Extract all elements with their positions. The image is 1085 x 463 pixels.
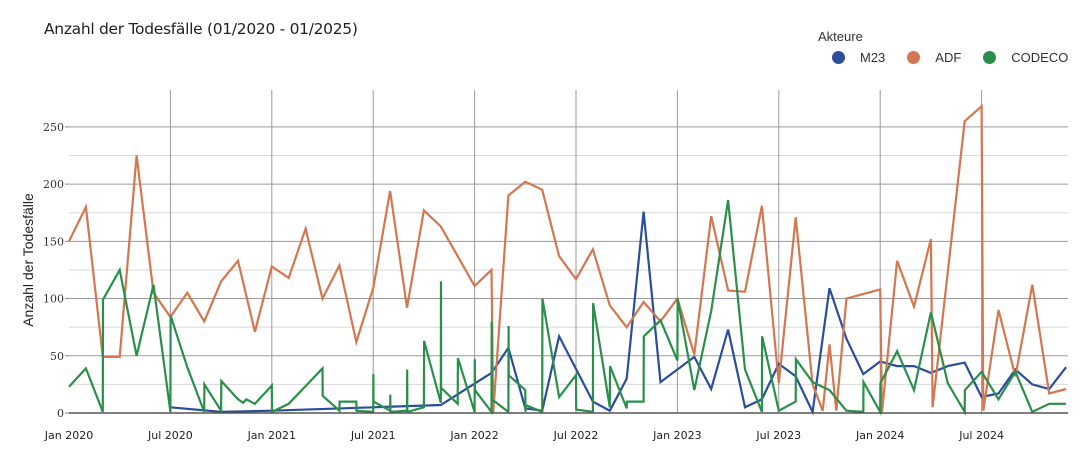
x-tick-label: Jul 2021: [350, 429, 396, 442]
legend-item-adf[interactable]: ADF: [907, 50, 961, 65]
series-line-adf: [68, 103, 1067, 414]
legend-item-m23[interactable]: M23: [832, 50, 885, 65]
series-lines: [68, 103, 1068, 417]
chart-title: Anzahl der Todesfälle (01/2020 - 01/2025…: [44, 20, 358, 38]
x-tick-label: Jan 2021: [247, 429, 296, 442]
legend-items: M23 ADF CODECO: [832, 50, 1085, 65]
y-tick-label: 250: [43, 121, 64, 134]
x-tick-label: Jul 2020: [147, 429, 193, 442]
x-axis-ticks: Jan 2020 Jul 2020 Jan 2021 Jul 2021 Jan 2022…: [44, 429, 1004, 442]
legend-title: Akteure: [818, 29, 863, 44]
series-line-m23: [170, 211, 1067, 416]
legend-dot-icon: [832, 51, 845, 64]
legend-dot-icon: [983, 51, 997, 64]
y-tick-label: 200: [43, 178, 64, 191]
grid-lines: [69, 90, 1068, 413]
y-tick-label: 150: [43, 235, 64, 248]
y-axis-ticks: 0 50 100 150 200 250: [43, 121, 69, 420]
legend-item-codeco[interactable]: CODECO: [983, 50, 1068, 65]
x-tick-label: Jan 2022: [449, 429, 498, 442]
y-tick-label: 0: [57, 407, 64, 420]
legend: Akteure M23 ADF CODECO: [818, 29, 1085, 65]
legend-label: CODECO: [1011, 50, 1069, 65]
y-tick-label: 100: [43, 293, 64, 306]
y-tick-label: 50: [50, 350, 64, 363]
x-tick-label: Jul 2024: [958, 429, 1004, 442]
x-tick-label: Jan 2020: [44, 429, 93, 442]
legend-label: M23: [860, 50, 886, 65]
x-tick-label: Jul 2022: [553, 429, 599, 442]
x-tick-label: Jan 2023: [652, 429, 701, 442]
series-line-codeco: [68, 199, 1067, 417]
legend-dot-icon: [907, 51, 921, 64]
x-tick-label: Jul 2023: [755, 429, 801, 442]
x-tick-label: Jan 2024: [855, 429, 904, 442]
legend-label: ADF: [935, 50, 962, 65]
